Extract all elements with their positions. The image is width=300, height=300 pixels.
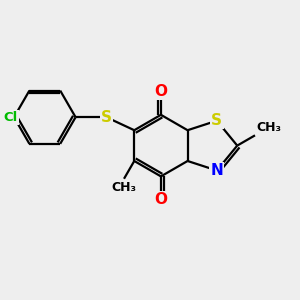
Text: O: O [154, 192, 167, 207]
Text: Cl: Cl [3, 111, 18, 124]
Text: S: S [101, 110, 112, 125]
Text: S: S [211, 113, 222, 128]
Text: CH₃: CH₃ [112, 181, 136, 194]
Text: CH₃: CH₃ [256, 121, 281, 134]
Text: O: O [154, 84, 167, 99]
Text: N: N [211, 163, 223, 178]
